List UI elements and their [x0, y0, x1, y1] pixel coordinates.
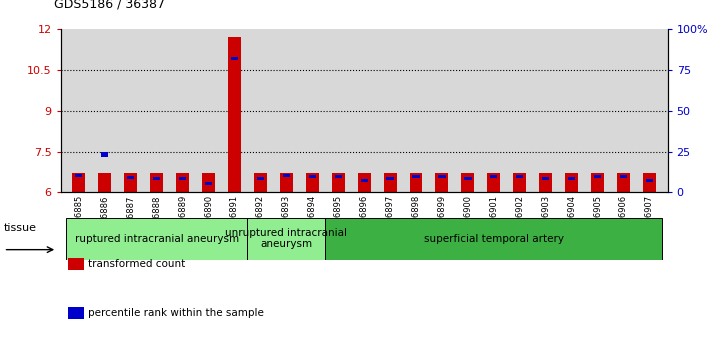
Bar — [594, 175, 601, 178]
Bar — [248, 218, 326, 260]
Bar — [326, 218, 663, 260]
Bar — [308, 175, 316, 178]
Bar — [283, 174, 290, 178]
Bar — [386, 177, 393, 180]
Bar — [335, 175, 342, 178]
Text: GDS5186 / 36387: GDS5186 / 36387 — [54, 0, 164, 11]
Bar — [361, 179, 368, 182]
Bar — [306, 174, 318, 192]
Text: superficial temporal artery: superficial temporal artery — [424, 234, 564, 244]
Bar — [257, 177, 264, 180]
Bar — [179, 177, 186, 180]
Bar — [66, 218, 248, 260]
Bar — [280, 174, 293, 192]
Bar — [591, 174, 604, 192]
Bar — [568, 177, 575, 180]
Bar — [617, 174, 630, 192]
Text: unruptured intracranial
aneurysm: unruptured intracranial aneurysm — [226, 228, 347, 249]
Bar — [358, 174, 371, 192]
Bar — [150, 174, 163, 192]
Bar — [127, 176, 134, 179]
Bar — [461, 174, 474, 192]
Bar — [565, 174, 578, 192]
Bar — [410, 174, 423, 192]
Bar — [231, 57, 238, 60]
Bar — [488, 174, 501, 192]
Text: transformed count: transformed count — [88, 259, 185, 269]
Bar — [645, 179, 653, 182]
Bar — [99, 174, 111, 192]
Bar — [124, 174, 137, 192]
Bar — [202, 174, 215, 192]
Bar — [332, 174, 345, 192]
Text: tissue: tissue — [4, 223, 36, 233]
Bar — [464, 177, 471, 180]
Bar — [516, 175, 523, 178]
Bar — [491, 175, 498, 178]
Bar — [436, 174, 448, 192]
Bar — [153, 177, 160, 180]
Bar — [205, 182, 212, 185]
Bar — [513, 174, 526, 192]
Bar — [68, 307, 84, 319]
Bar — [539, 174, 552, 192]
Bar — [383, 174, 396, 192]
Bar — [413, 175, 420, 178]
Bar — [101, 152, 109, 157]
Bar — [438, 175, 446, 178]
Text: percentile rank within the sample: percentile rank within the sample — [88, 308, 263, 318]
Bar — [75, 174, 83, 178]
Bar — [620, 175, 627, 178]
Bar — [72, 174, 86, 192]
Bar — [643, 174, 656, 192]
Text: ruptured intracranial aneurysm: ruptured intracranial aneurysm — [74, 234, 238, 244]
Bar — [542, 177, 549, 180]
Bar — [68, 258, 84, 270]
Bar — [228, 37, 241, 192]
Bar — [176, 174, 189, 192]
Bar — [254, 174, 267, 192]
